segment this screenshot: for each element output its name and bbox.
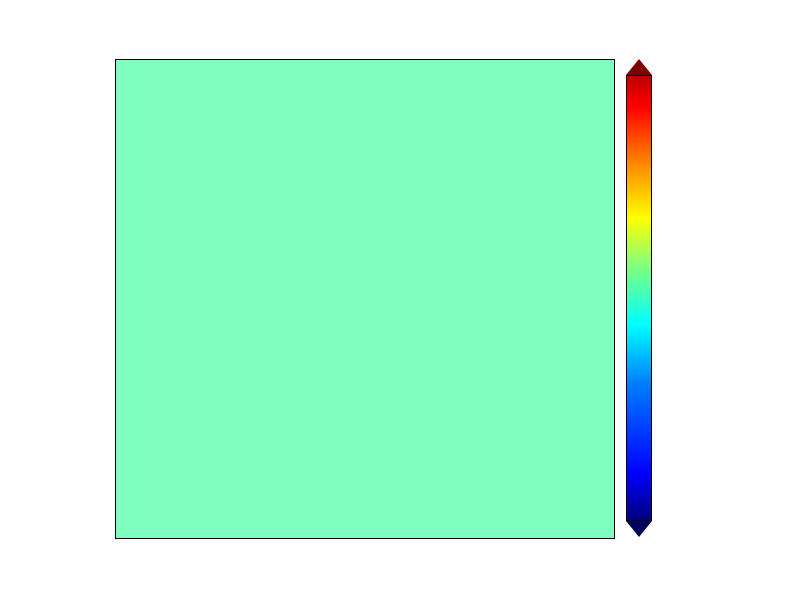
- colorbar-gradient: [626, 75, 652, 521]
- detector-heatmap-image[interactable]: [116, 60, 614, 538]
- colorbar-over-arrow-icon: [626, 59, 652, 75]
- colorbar[interactable]: [626, 59, 652, 537]
- heatmap-axes[interactable]: [115, 59, 615, 539]
- colorbar-under-arrow-icon: [626, 521, 652, 537]
